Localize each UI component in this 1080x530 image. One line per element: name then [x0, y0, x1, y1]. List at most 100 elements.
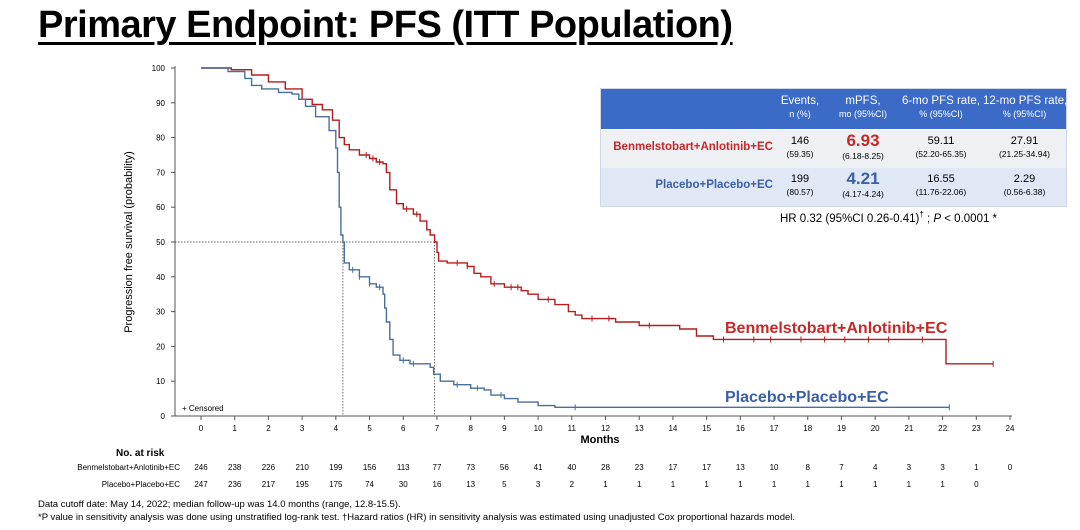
rate12-cell: 2.29 (0.56-6.38)	[1003, 173, 1046, 197]
x-axis-label: Months	[580, 434, 619, 446]
risk-value: 210	[295, 463, 309, 472]
header-12mo-rate: 12-mo PFS rate,% (95%CI)	[983, 95, 1068, 119]
risk-value: 17	[668, 463, 677, 472]
risk-value: 226	[262, 463, 276, 472]
x-tick-label: 24	[1006, 424, 1015, 433]
risk-value: 73	[466, 463, 475, 472]
y-tick-label: 40	[156, 273, 165, 282]
x-tick-label: 11	[568, 424, 577, 433]
series-label-placebo: Placebo+Placebo+EC	[725, 389, 889, 406]
stats-table-header: Events, n (%) mPFS, mo (95%CI) 6-mo PFS ra…	[601, 89, 1068, 129]
risk-value: 41	[534, 463, 543, 472]
x-tick-label: 12	[601, 424, 610, 433]
km-curve-series-2	[201, 67, 950, 408]
risk-value: 30	[399, 480, 408, 489]
footnote-2: *P value in sensitivity analysis was don…	[38, 512, 796, 523]
x-tick-label: 19	[837, 424, 846, 433]
x-tick-label: 23	[972, 424, 981, 433]
slide-title: Primary Endpoint: PFS (ITT Population)	[38, 4, 733, 46]
header-events: Events, n (%)	[780, 95, 820, 119]
risk-value: 5	[502, 480, 507, 489]
risk-value: 1	[704, 480, 709, 489]
x-tick-label: 9	[502, 424, 507, 433]
x-tick-label: 7	[435, 424, 440, 433]
risk-value: 3	[940, 463, 945, 472]
risk-value: 1	[772, 480, 777, 489]
y-tick-label: 50	[156, 238, 165, 247]
y-tick-label: 30	[156, 308, 165, 317]
risk-value: 10	[770, 463, 779, 472]
km-curve-series-1	[201, 67, 994, 365]
risk-value: 1	[637, 480, 642, 489]
risk-value: 13	[466, 480, 475, 489]
risk-value: 28	[601, 463, 610, 472]
series-label-benmelstobart: Benmelstobart+Anlotinib+EC	[725, 320, 948, 337]
risk-value: 156	[363, 463, 377, 472]
risk-value: 23	[635, 463, 644, 472]
risk-value: 113	[397, 463, 410, 472]
risk-value: 8	[806, 463, 811, 472]
stats-row-placebo: Placebo+Placebo+EC 199 (80.57) 4.21 (4.17-…	[601, 168, 1066, 206]
risk-value: 238	[228, 463, 242, 472]
y-axis-label: Progression free survival (probability)	[123, 151, 135, 333]
risk-value: 56	[500, 463, 509, 472]
stats-row-label: Placebo+Placebo+EC	[655, 179, 773, 191]
risk-value: 1	[738, 480, 743, 489]
risk-value: 4	[873, 463, 878, 472]
risk-value: 1	[806, 480, 811, 489]
x-tick-label: 4	[334, 424, 339, 433]
risk-value: 1	[940, 480, 945, 489]
risk-value: 17	[702, 463, 711, 472]
risk-table-title: No. at risk	[116, 448, 165, 459]
x-tick-label: 1	[232, 424, 237, 433]
censored-legend: + Censored	[182, 404, 224, 413]
risk-value: 1	[974, 463, 979, 472]
mpfs-cell: 6.93 (6.18-8.25)	[842, 131, 884, 161]
x-tick-label: 22	[938, 424, 947, 433]
hazard-ratio-text: HR 0.32 (95%CI 0.26-0.41)† ; P < 0.0001 …	[780, 210, 998, 225]
risk-value: 13	[736, 463, 745, 472]
risk-value: 3	[907, 463, 912, 472]
x-tick-label: 18	[803, 424, 812, 433]
y-tick-label: 60	[156, 203, 165, 212]
y-tick-label: 20	[156, 342, 165, 351]
risk-value: 16	[433, 480, 442, 489]
risk-value: 0	[1008, 463, 1013, 472]
y-tick-label: 90	[156, 99, 165, 108]
rate12-cell: 27.91 (21.25-34.94)	[998, 135, 1051, 159]
risk-value: 195	[295, 480, 309, 489]
x-tick-label: 13	[635, 424, 644, 433]
risk-value: 77	[433, 463, 442, 472]
mpfs-cell: 4.21 (4.17-4.24)	[842, 169, 884, 199]
events-cell: 146 (59.35)	[786, 135, 814, 159]
risk-value: 1	[603, 480, 608, 489]
stats-row-label: Benmelstobart+Anlotinib+EC	[613, 141, 773, 153]
events-cell: 199 (80.57)	[786, 173, 814, 197]
y-tick-label: 80	[156, 134, 165, 143]
risk-value: 247	[194, 480, 208, 489]
risk-value: 3	[536, 480, 541, 489]
risk-value: 217	[262, 480, 276, 489]
risk-value: 74	[365, 480, 374, 489]
rate6-cell: 59.11 (52.20-65.35)	[915, 135, 967, 159]
x-tick-label: 14	[668, 424, 677, 433]
x-tick-label: 15	[702, 424, 711, 433]
risk-row-label-benmelstobart: Benmelstobart+Anlotinib+EC	[77, 463, 180, 472]
risk-value: 7	[839, 463, 844, 472]
stats-table: Events, n (%) mPFS, mo (95%CI) 6-mo PFS ra…	[600, 88, 1067, 207]
x-tick-label: 21	[904, 424, 913, 433]
risk-row-label-placebo: Placebo+Placebo+EC	[102, 480, 181, 489]
header-mpfs: mPFS, mo (95%CI)	[838, 95, 887, 119]
risk-value: 1	[671, 480, 676, 489]
risk-value: 1	[839, 480, 844, 489]
risk-value: 0	[974, 480, 979, 489]
risk-value: 236	[228, 480, 242, 489]
x-tick-label: 3	[300, 424, 305, 433]
x-tick-label: 16	[736, 424, 745, 433]
y-tick-label: 0	[161, 412, 166, 421]
x-tick-label: 20	[871, 424, 880, 433]
y-tick-label: 100	[152, 64, 166, 73]
risk-value: 1	[907, 480, 912, 489]
x-tick-label: 8	[468, 424, 473, 433]
